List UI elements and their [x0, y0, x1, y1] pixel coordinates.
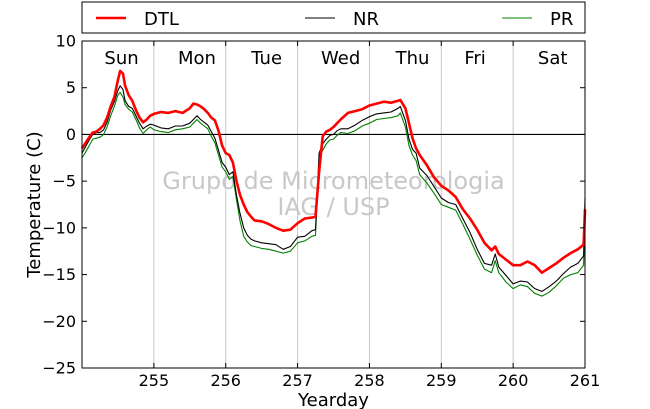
day-label-sun: Sun [104, 48, 138, 69]
x-tick-label: 259 [426, 371, 457, 390]
axis-ticks: 255 256 257 258 259 260 261 −25 −20 −15 −10 −5 0 5 10 [42, 32, 600, 391]
legend-label-pr: PR [550, 9, 573, 30]
y-tick-label: 10 [56, 32, 76, 51]
y-tick-label: −20 [42, 312, 76, 331]
series-line-nr [81, 85, 586, 292]
series-line-pr [81, 91, 586, 297]
y-tick-label: −15 [42, 265, 76, 284]
x-tick-label: 258 [354, 371, 385, 390]
y-tick-label: −25 [42, 359, 76, 378]
y-tick-label: −5 [52, 172, 76, 191]
legend-label-dtl: DTL [144, 9, 179, 30]
day-label-wed: Wed [321, 48, 360, 69]
legend-label-nr: NR [353, 9, 379, 30]
x-tick-label: 256 [210, 371, 241, 390]
series-line-dtl [80, 69, 587, 274]
watermark-text: IAG / USP [277, 193, 389, 221]
y-tick-label: 0 [66, 125, 76, 144]
legend: DTL NR PR [81, 1, 586, 34]
y-tick-label: −10 [42, 218, 76, 237]
x-tick-label: 257 [282, 371, 313, 390]
x-tick-label: 260 [498, 371, 529, 390]
day-label-mon: Mon [178, 48, 216, 69]
day-label-tue: Tue [250, 48, 282, 69]
day-label-sat: Sat [538, 48, 568, 69]
x-axis-label: Yearday [297, 390, 369, 409]
day-label-fri: Fri [464, 48, 485, 69]
x-tick-label: 261 [570, 371, 601, 390]
plot-frame [81, 40, 586, 369]
y-tick-label: 5 [66, 78, 76, 97]
x-tick-label: 255 [139, 371, 170, 390]
day-label-thu: Thu [395, 48, 430, 69]
series-lines [80, 69, 587, 297]
watermark-text: Grupo de Micrometeorologia [162, 167, 504, 195]
y-axis-label: Temperature (C) [24, 131, 45, 278]
day-labels: Sun Mon Tue Wed Thu Fri Sat [104, 48, 567, 69]
